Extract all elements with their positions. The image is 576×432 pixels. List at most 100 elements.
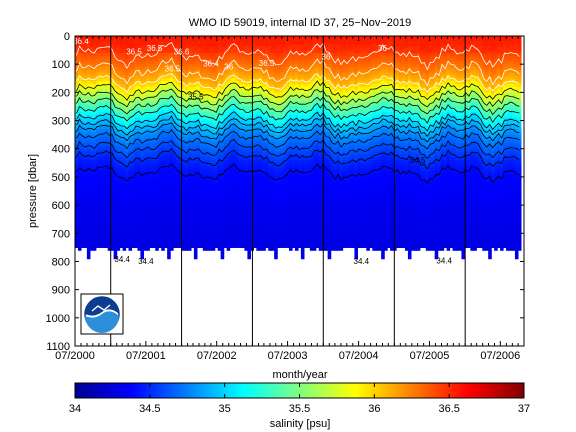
salinity-cell [80, 69, 85, 74]
salinity-cell [223, 165, 228, 170]
salinity-cell [116, 241, 121, 246]
salinity-cell [137, 219, 141, 223]
salinity-cell [164, 227, 168, 232]
salinity-cell [241, 106, 246, 110]
salinity-cell [161, 95, 165, 99]
salinity-cell [152, 129, 156, 133]
salinity-cell [146, 174, 150, 178]
salinity-cell [176, 131, 180, 136]
salinity-cell [134, 207, 139, 212]
salinity-cell [134, 168, 139, 172]
salinity-cell [92, 210, 97, 215]
salinity-cell [211, 227, 216, 232]
salinity-cell [253, 126, 257, 130]
salinity-cell [205, 154, 210, 158]
salinity-cell [143, 129, 147, 133]
salinity-cell [176, 112, 180, 116]
salinity-cell [140, 89, 144, 93]
salinity-cell [80, 44, 85, 48]
salinity-cell [268, 193, 272, 198]
salinity-cell [143, 109, 147, 113]
salinity-cell [244, 241, 249, 246]
salinity-cell [179, 216, 183, 220]
salinity-cell [155, 89, 159, 93]
salinity-cell [152, 185, 156, 189]
salinity-cell [107, 98, 112, 102]
salinity-cell [190, 216, 195, 220]
salinity-cell [226, 165, 231, 170]
salinity-cell [220, 47, 225, 51]
salinity-cell [214, 171, 219, 175]
salinity-cell [131, 75, 136, 79]
salinity-cell [119, 165, 124, 170]
salinity-cell [149, 126, 153, 130]
salinity-cell [77, 168, 82, 172]
salinity-cell [75, 61, 79, 65]
salinity-cell [98, 196, 103, 201]
salinity-cell [107, 162, 112, 167]
salinity-cell [164, 55, 168, 60]
salinity-cell [176, 69, 180, 74]
salinity-cell [235, 202, 240, 206]
salinity-cell [173, 230, 177, 234]
salinity-cell [167, 103, 171, 108]
salinity-cell [137, 109, 141, 113]
salinity-cell [199, 216, 204, 220]
salinity-cell [77, 86, 82, 91]
salinity-cell [176, 219, 180, 223]
salinity-cell [149, 202, 153, 206]
salinity-cell [155, 199, 159, 203]
salinity-cell [75, 95, 79, 99]
salinity-cell [89, 98, 94, 102]
salinity-cell [187, 205, 192, 209]
salinity-cell [131, 179, 136, 184]
salinity-cell [158, 117, 162, 122]
salinity-cell [247, 67, 251, 71]
salinity-cell [241, 222, 246, 226]
salinity-cell [140, 50, 144, 54]
salinity-cell [226, 41, 231, 46]
salinity-cell [259, 241, 263, 246]
salinity-cell [128, 241, 133, 246]
salinity-cell [80, 182, 85, 186]
salinity-cell [98, 205, 103, 209]
salinity-cell [182, 44, 186, 48]
salinity-cell [134, 224, 139, 229]
salinity-cell [196, 72, 201, 77]
salinity-cell [146, 188, 150, 192]
salinity-cell [241, 213, 246, 217]
salinity-cell [193, 131, 198, 136]
salinity-cell [113, 134, 118, 139]
salinity-cell [241, 137, 246, 141]
salinity-cell [155, 154, 159, 158]
salinity-cell [217, 165, 222, 170]
salinity-cell [208, 222, 213, 226]
salinity-cell [265, 98, 269, 102]
salinity-cell [128, 75, 133, 79]
salinity-cell [104, 64, 109, 68]
salinity-cell [217, 238, 222, 243]
salinity-cell [134, 98, 139, 102]
salinity-cell [143, 69, 147, 74]
salinity-cell [187, 165, 192, 170]
salinity-cell [268, 188, 272, 192]
salinity-cell [140, 112, 144, 116]
salinity-cell [202, 216, 207, 220]
salinity-cell [80, 131, 85, 136]
salinity-cell [187, 174, 192, 178]
salinity-cell [229, 78, 234, 82]
salinity-cell [208, 247, 213, 251]
salinity-cell [265, 145, 269, 150]
salinity-cell [202, 114, 207, 119]
salinity-cell [125, 182, 130, 186]
salinity-cell [176, 236, 180, 240]
salinity-cell [122, 64, 127, 68]
salinity-cell [179, 81, 183, 85]
salinity-cell [247, 157, 251, 161]
salinity-cell [146, 75, 150, 79]
salinity-cell [98, 193, 103, 198]
salinity-cell [110, 120, 115, 124]
salinity-cell [104, 134, 109, 139]
salinity-cell [80, 67, 85, 71]
salinity-cell [98, 44, 103, 48]
